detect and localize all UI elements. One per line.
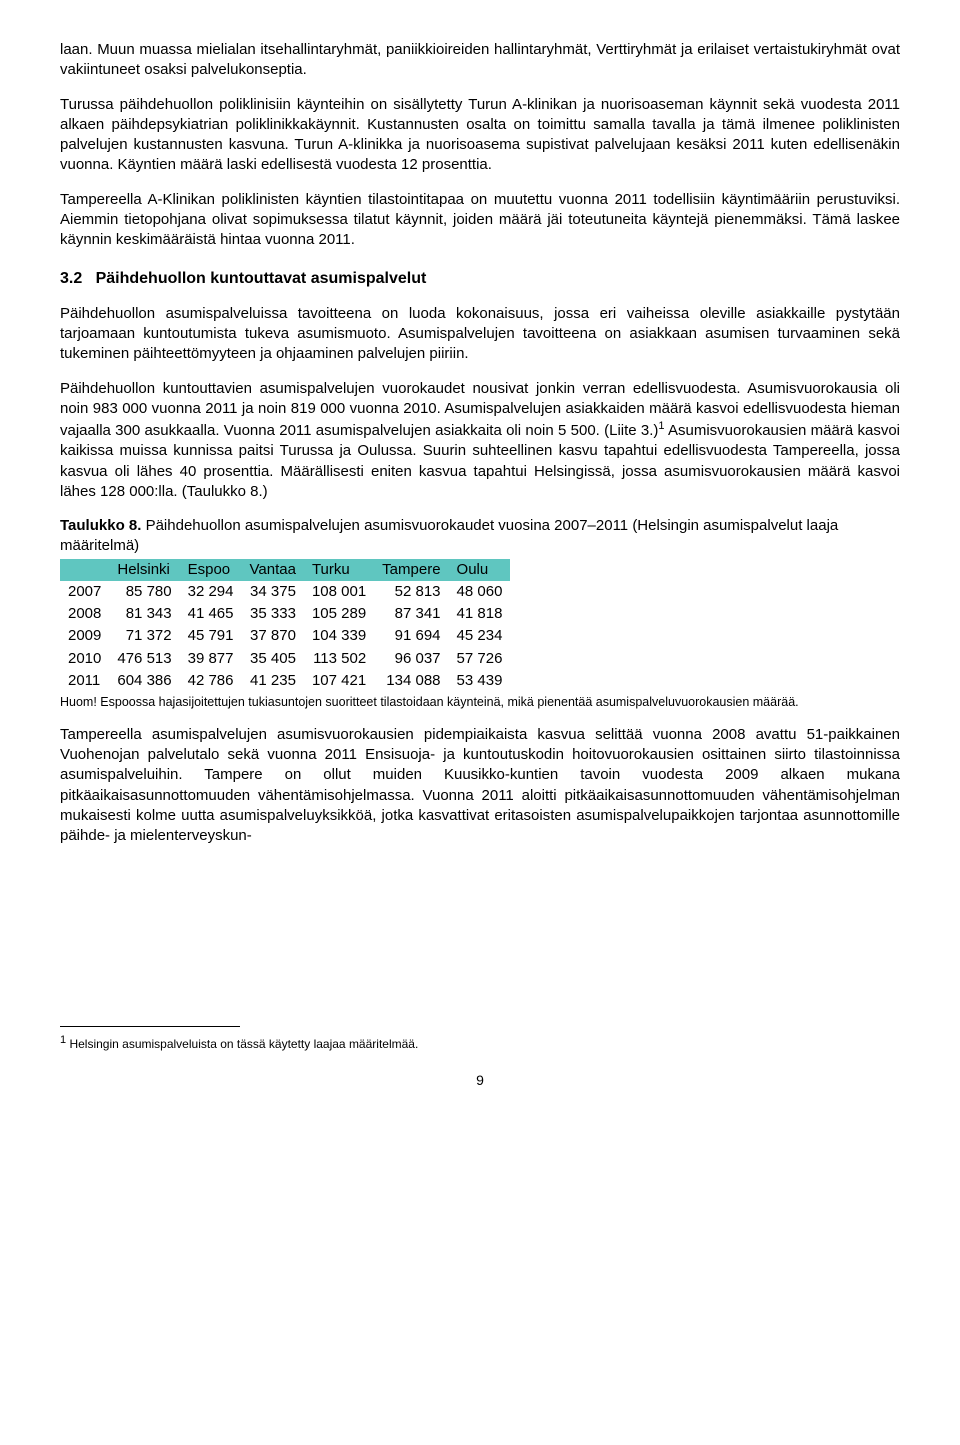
table-cell: 41 818 [449, 603, 511, 625]
table-header-helsinki: Helsinki [109, 559, 179, 581]
page-number: 9 [60, 1071, 900, 1090]
table-cell: 81 343 [109, 603, 179, 625]
table-cell: 41 465 [180, 603, 242, 625]
table-cell: 604 386 [109, 670, 179, 692]
section-number: 3.2 [60, 270, 82, 287]
paragraph-4: Päihdehuollon asumispalveluissa tavoitte… [60, 304, 900, 365]
table-header-empty [60, 559, 109, 581]
table-header-row: Helsinki Espoo Vantaa Turku Tampere Oulu [60, 559, 510, 581]
table-cell-year: 2008 [60, 603, 109, 625]
table-caption: Taulukko 8. Päihdehuollon asumispalveluj… [60, 516, 900, 557]
paragraph-5: Päihdehuollon kuntouttavien asumispalvel… [60, 379, 900, 503]
section-title: Päihdehuollon kuntouttavat asumispalvelu… [96, 270, 427, 287]
table-cell-year: 2009 [60, 625, 109, 647]
paragraph-1: laan. Muun muassa mielialan itsehallinta… [60, 40, 900, 81]
table-cell: 104 339 [304, 625, 374, 647]
table-cell-year: 2010 [60, 648, 109, 670]
table-cell: 107 421 [304, 670, 374, 692]
table-header-espoo: Espoo [180, 559, 242, 581]
table-header-tampere: Tampere [374, 559, 448, 581]
table-cell: 39 877 [180, 648, 242, 670]
table-cell: 57 726 [449, 648, 511, 670]
table-cell: 108 001 [304, 581, 374, 603]
table-header-oulu: Oulu [449, 559, 511, 581]
table-row: 200971 37245 79137 870104 33991 69445 23… [60, 625, 510, 647]
table-cell: 87 341 [374, 603, 448, 625]
table-cell: 53 439 [449, 670, 511, 692]
table-header-turku: Turku [304, 559, 374, 581]
footnote-separator [60, 1026, 240, 1027]
table-cell: 41 235 [242, 670, 304, 692]
table-cell: 96 037 [374, 648, 448, 670]
table-cell: 32 294 [180, 581, 242, 603]
table-cell: 476 513 [109, 648, 179, 670]
table-row: 2011604 38642 78641 235107 421134 08853 … [60, 670, 510, 692]
footnote-1: 1 Helsingin asumispalveluista on tässä k… [60, 1033, 900, 1052]
section-heading: 3.2 Päihdehuollon kuntouttavat asumispal… [60, 268, 900, 290]
table-cell: 34 375 [242, 581, 304, 603]
table-row: 2010476 51339 87735 405113 50296 03757 7… [60, 648, 510, 670]
paragraph-6: Tampereella asumispalvelujen asumisvuoro… [60, 725, 900, 847]
table-cell: 85 780 [109, 581, 179, 603]
table-cell: 48 060 [449, 581, 511, 603]
table-cell: 35 333 [242, 603, 304, 625]
table-cell: 134 088 [374, 670, 448, 692]
footnote-text: Helsingin asumispalveluista on tässä käy… [66, 1037, 418, 1051]
table-header-vantaa: Vantaa [242, 559, 304, 581]
table-cell: 52 813 [374, 581, 448, 603]
table-cell: 37 870 [242, 625, 304, 647]
table-cell: 45 791 [180, 625, 242, 647]
table-cell-year: 2007 [60, 581, 109, 603]
table-cell: 42 786 [180, 670, 242, 692]
table-cell: 45 234 [449, 625, 511, 647]
table-row: 200785 78032 29434 375108 00152 81348 06… [60, 581, 510, 603]
table-cell: 113 502 [304, 648, 374, 670]
table-caption-label: Taulukko 8. [60, 517, 141, 534]
table-cell: 91 694 [374, 625, 448, 647]
table-cell: 71 372 [109, 625, 179, 647]
table-cell-year: 2011 [60, 670, 109, 692]
paragraph-2: Turussa päihdehuollon poliklinisiin käyn… [60, 95, 900, 176]
table-cell: 105 289 [304, 603, 374, 625]
data-table: Helsinki Espoo Vantaa Turku Tampere Oulu… [60, 559, 510, 693]
table-caption-text: Päihdehuollon asumispalvelujen asumisvuo… [60, 517, 838, 554]
table-cell: 35 405 [242, 648, 304, 670]
table-row: 200881 34341 46535 333105 28987 34141 81… [60, 603, 510, 625]
paragraph-3: Tampereella A-Klinikan poliklinisten käy… [60, 190, 900, 251]
table-footnote: Huom! Espoossa hajasijoitettujen tukiasu… [60, 694, 900, 711]
